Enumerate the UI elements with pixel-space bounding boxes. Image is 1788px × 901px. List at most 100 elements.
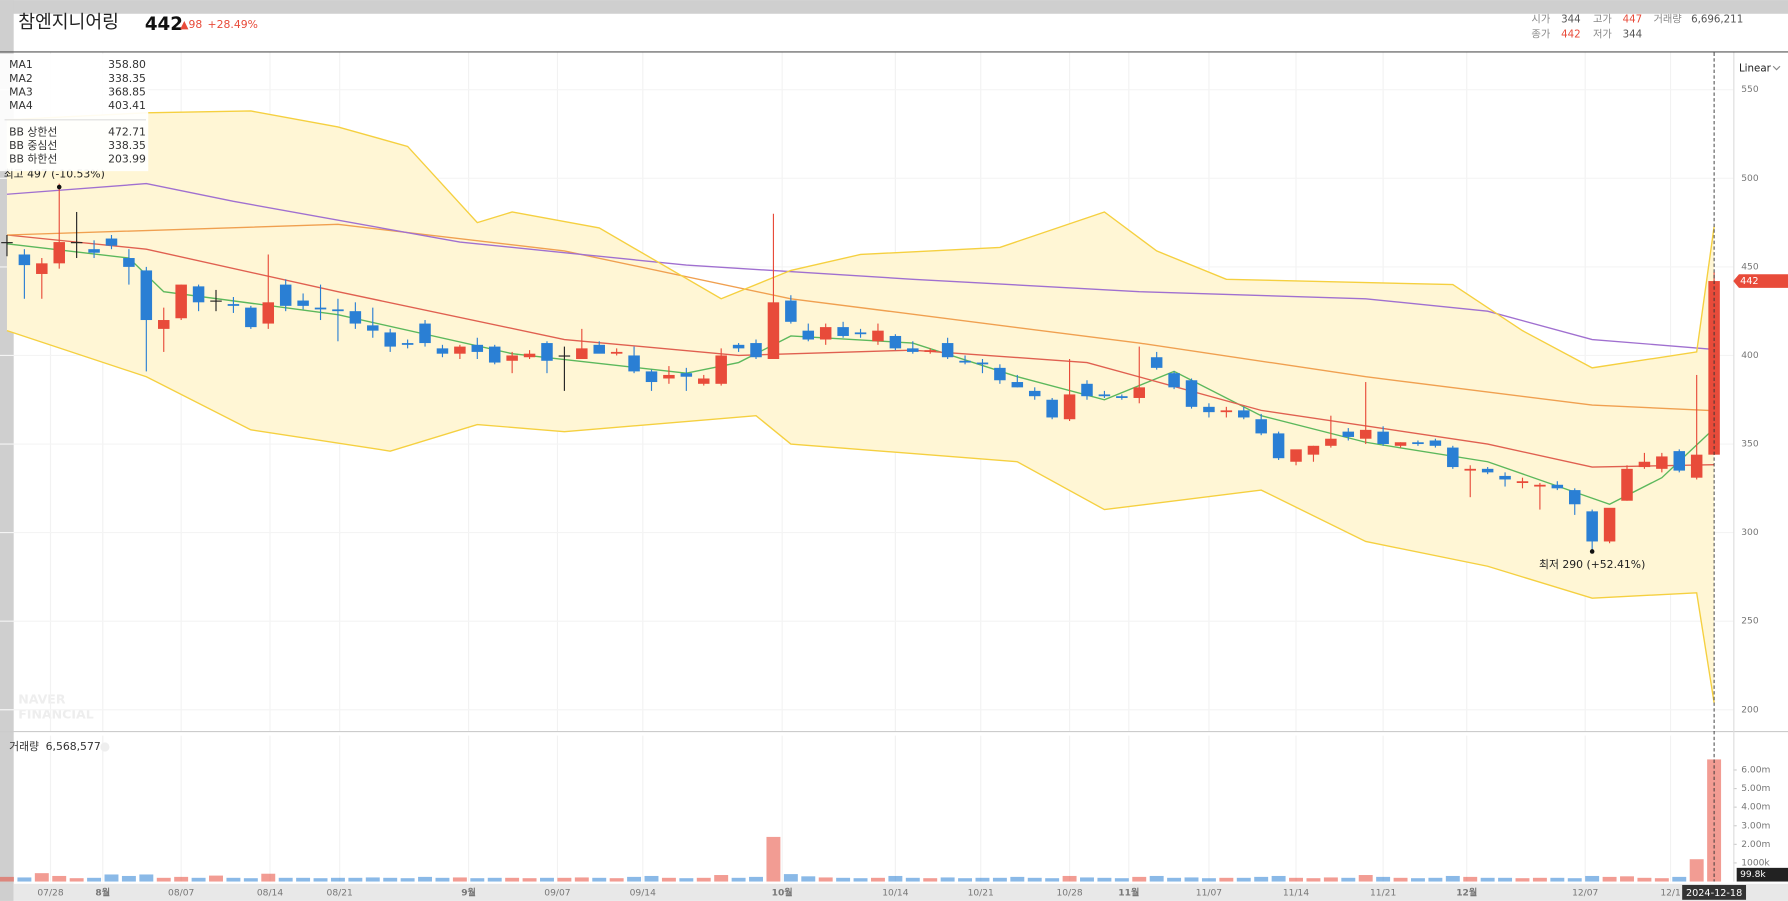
x-tick-label: 10/28 (1056, 888, 1082, 898)
volume-bar (1010, 876, 1025, 882)
legend-name: BB 하한선 (9, 152, 57, 166)
volume-bar (749, 876, 763, 882)
legend-value: 338.35 (108, 72, 146, 85)
candle-body (1220, 410, 1233, 413)
volume-bar (296, 877, 311, 882)
candle-body (1272, 433, 1285, 459)
volume-bar (174, 876, 189, 882)
candle-body (1255, 419, 1267, 434)
volume-bar (209, 875, 223, 882)
candle-body (1534, 484, 1546, 487)
candle-body (279, 284, 292, 306)
candle-body (1673, 451, 1686, 471)
volume-bar (452, 877, 467, 882)
cursor-date: 2024-12-18 (1686, 888, 1742, 899)
legend-value: 403.41 (108, 99, 146, 112)
volume-bar (1620, 876, 1634, 882)
volume-bar (1236, 877, 1251, 882)
candle-body (1238, 410, 1250, 418)
price-change: ▲98 (180, 18, 202, 31)
volume-bar (400, 878, 415, 882)
stat-value: 442 (1561, 28, 1581, 40)
volume-close-icon (100, 742, 110, 752)
volume-bar (87, 877, 102, 882)
legend-name: MA4 (9, 99, 33, 112)
volume-bar (1532, 877, 1547, 882)
volume-bar (261, 873, 276, 882)
candle-body (401, 343, 414, 345)
legend-value: 368.85 (108, 85, 146, 98)
candle-body (802, 330, 815, 340)
volume-bar (278, 877, 293, 882)
scale-mode[interactable]: Linear (1739, 62, 1772, 74)
legend-name: MA1 (9, 58, 33, 71)
volume-bar (1376, 876, 1391, 882)
candle-body (210, 300, 222, 302)
volume-bar (1445, 875, 1460, 882)
candle-body (245, 307, 257, 328)
volume-bar (0, 876, 14, 882)
candle-body (1046, 399, 1058, 418)
stat-value: 344 (1561, 13, 1581, 25)
candle-body (994, 367, 1006, 381)
candle-body (70, 242, 83, 244)
candle-body (1412, 442, 1424, 445)
x-tick-label: 12/07 (1572, 888, 1598, 898)
y-tick-label: 400 (1741, 351, 1759, 361)
candle-body (541, 343, 553, 361)
volume-bar (383, 877, 398, 882)
band-fill (6, 110, 1715, 703)
candle-body (384, 332, 396, 347)
y-tick-label: 200 (1741, 705, 1759, 715)
volume-bar (783, 874, 798, 882)
volume-bar (34, 873, 49, 882)
candle-body (1481, 468, 1494, 473)
volume-bar (365, 877, 380, 882)
candle-body (732, 344, 745, 349)
candle-body (1342, 431, 1355, 437)
x-tick-label: 11/21 (1370, 888, 1396, 898)
candle-body (576, 348, 588, 360)
candle-body (680, 373, 693, 377)
volume-bar (801, 876, 816, 882)
volume-bar (1515, 878, 1530, 882)
candle-body (1638, 461, 1651, 468)
candle-body (140, 270, 153, 321)
candle-body (123, 258, 135, 267)
dropdown-chevron[interactable] (1772, 65, 1781, 71)
candle-body (645, 371, 658, 383)
volume-tick-label: 3.00m (1741, 821, 1770, 831)
volume-bar (557, 877, 572, 882)
legend-name: BB 중심선 (9, 139, 57, 152)
volume-bar (1463, 876, 1478, 882)
volume-bar (1201, 878, 1216, 882)
x-tick-label: 09/07 (544, 888, 570, 898)
volume-bar (1358, 875, 1373, 882)
volume-bar (958, 878, 973, 882)
volume-bar (435, 877, 450, 882)
volume-bar (139, 874, 154, 882)
candle-body (959, 360, 971, 363)
x-tick-label: 11월 (1118, 886, 1139, 898)
candle-body (367, 325, 379, 331)
volume-bar (487, 877, 502, 882)
volume-bar (1080, 877, 1094, 882)
candle-body (88, 249, 100, 253)
candle-body (750, 343, 762, 358)
volume-bar (1167, 877, 1182, 882)
y-tick-label: 500 (1741, 174, 1759, 184)
candle-body (523, 353, 536, 358)
volume-bar (1654, 878, 1669, 882)
volume-bar (1323, 877, 1338, 882)
legend-name: MA3 (9, 85, 33, 98)
candle-body (419, 323, 431, 344)
volume-bar (540, 877, 554, 882)
x-tick-label: 09/14 (630, 888, 656, 898)
candle-body (1203, 406, 1215, 413)
y-tick-label: 350 (1741, 440, 1759, 450)
x-tick-label: 11/14 (1283, 888, 1309, 898)
stat-label: 종가 (1531, 28, 1550, 40)
volume-bar (975, 877, 990, 882)
volume-bar (348, 877, 363, 882)
candle-body (1098, 394, 1111, 397)
